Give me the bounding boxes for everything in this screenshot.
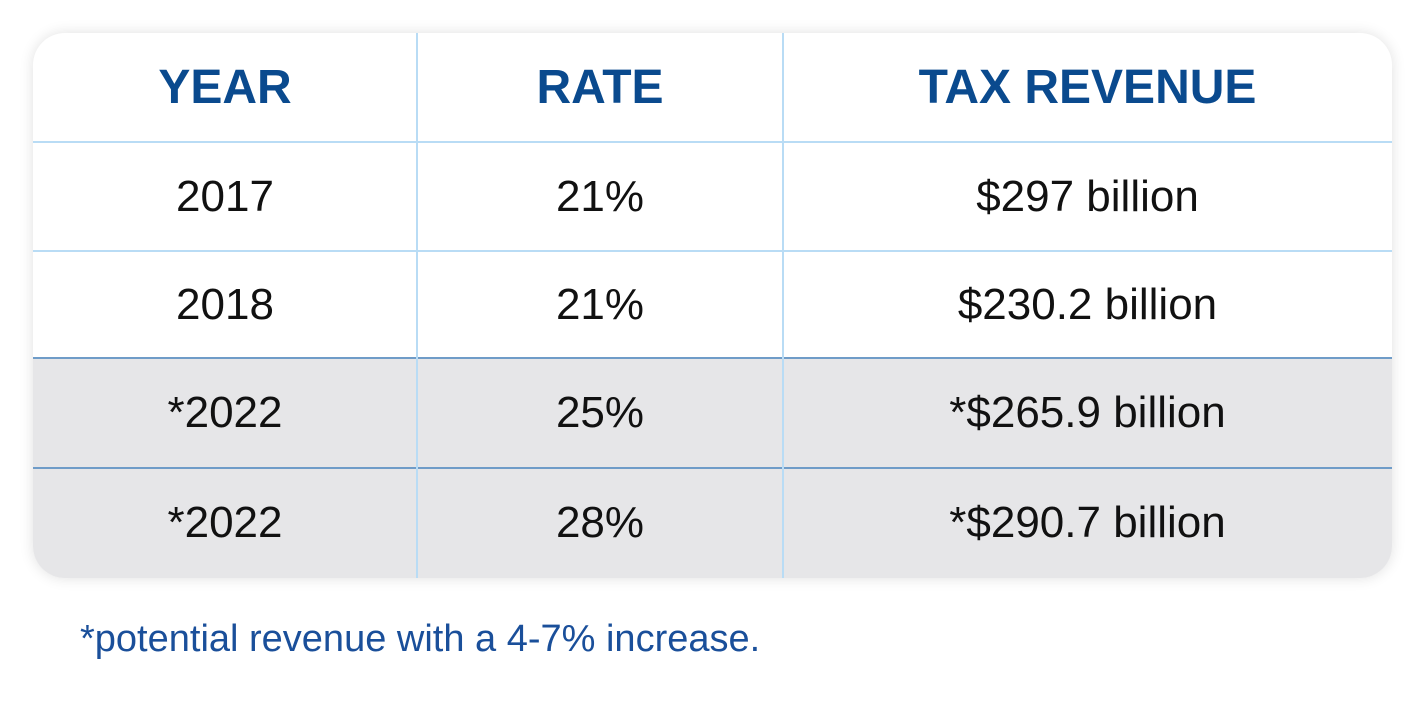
row-divider: [33, 467, 1392, 469]
table-row: 2018 21% $230.2 billion: [33, 251, 1392, 358]
cell-year: *2022: [167, 388, 283, 437]
table-row: *2022 28% *$290.7 billion: [33, 468, 1392, 578]
cell-year: 2017: [176, 171, 274, 221]
cell-rate: 21%: [555, 171, 645, 221]
footnote: *potential revenue with a 4-7% increase.: [80, 618, 761, 660]
header-rate: RATE: [536, 61, 664, 114]
header-tax-revenue: TAX REVENUE: [918, 61, 1257, 114]
header-year: YEAR: [158, 61, 292, 114]
row-divider: [33, 141, 1392, 143]
cell-revenue: *$265.9 billion: [949, 388, 1226, 437]
table-row: *2022 25% *$265.9 billion: [33, 358, 1392, 468]
cell-revenue: *$290.7 billion: [949, 498, 1226, 547]
table-header-row: YEAR RATE TAX REVENUE: [33, 33, 1392, 142]
cell-rate: 28%: [555, 498, 645, 547]
cell-year: 2018: [176, 279, 274, 329]
cell-revenue: $230.2 billion: [957, 279, 1218, 329]
tax-revenue-table: YEAR RATE TAX REVENUE 2017 21% $297 billio…: [33, 33, 1392, 578]
column-divider: [782, 33, 784, 578]
cell-rate: 21%: [555, 279, 645, 329]
column-divider: [416, 33, 418, 578]
table-row: 2017 21% $297 billion: [33, 142, 1392, 251]
cell-revenue: $297 billion: [976, 171, 1199, 221]
cell-year: *2022: [167, 498, 283, 547]
row-divider: [33, 250, 1392, 252]
cell-rate: 25%: [555, 388, 645, 437]
row-divider: [33, 357, 1392, 359]
